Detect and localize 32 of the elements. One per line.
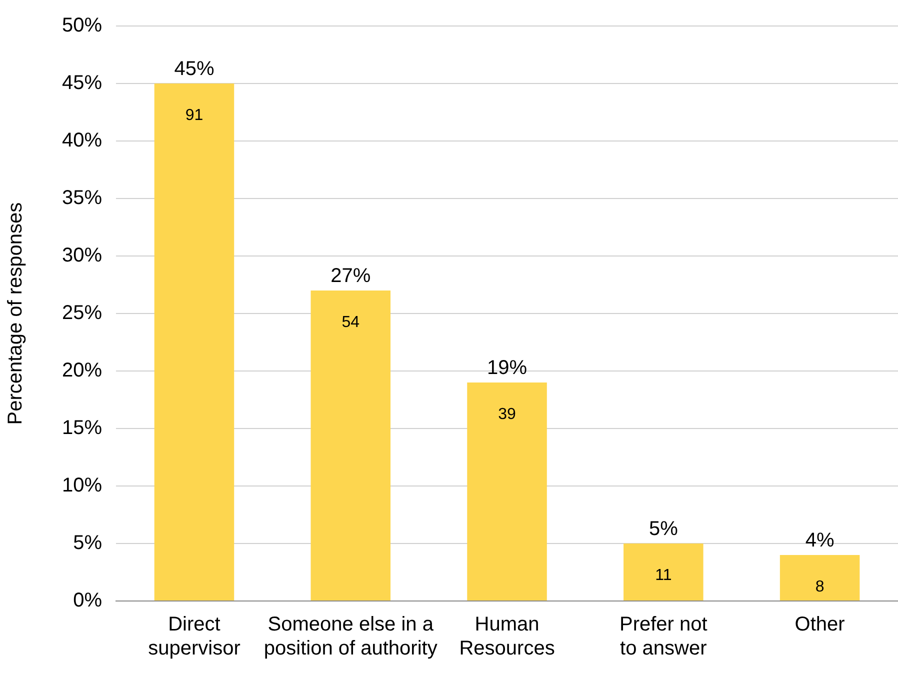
annotation: 8	[815, 578, 824, 596]
y-tick-label: 50%	[62, 14, 102, 37]
annotation: 39	[498, 406, 516, 423]
x-tick-label: Prefer not to answer	[619, 614, 708, 660]
data-label: 19%	[487, 357, 528, 380]
y-tick-label: 20%	[62, 360, 102, 382]
y-tick-label: 15%	[62, 417, 102, 440]
data-label: 5%	[648, 518, 678, 540]
annotation: 11	[655, 566, 672, 584]
y-tick-label: 5%	[73, 532, 102, 554]
x-tick-label: Someone else in a position of authority	[264, 614, 438, 660]
data-label: 45%	[174, 58, 214, 80]
y-tick-label: 30%	[62, 244, 102, 267]
bar	[467, 382, 547, 600]
bar	[154, 84, 234, 600]
data-label: 4%	[805, 530, 834, 552]
y-tick-label: 25%	[62, 302, 102, 324]
y-axis-title: Percentage of responses	[4, 202, 27, 425]
annotation: 91	[185, 106, 204, 124]
y-tick-label: 10%	[62, 474, 102, 497]
bar	[310, 290, 390, 600]
y-tick-label: 45%	[62, 72, 102, 94]
bar	[624, 544, 704, 600]
x-tick-label: Other	[794, 614, 846, 636]
bar	[780, 555, 860, 600]
x-tick-label: Direct supervisor	[148, 614, 241, 660]
x-tick-label: Human Resources	[459, 614, 555, 660]
annotation: 54	[342, 314, 360, 331]
y-tick-label: 35%	[62, 187, 102, 210]
y-tick-label: 40%	[62, 130, 102, 152]
data-label: 27%	[330, 265, 371, 288]
y-tick-label: 0%	[73, 590, 102, 612]
